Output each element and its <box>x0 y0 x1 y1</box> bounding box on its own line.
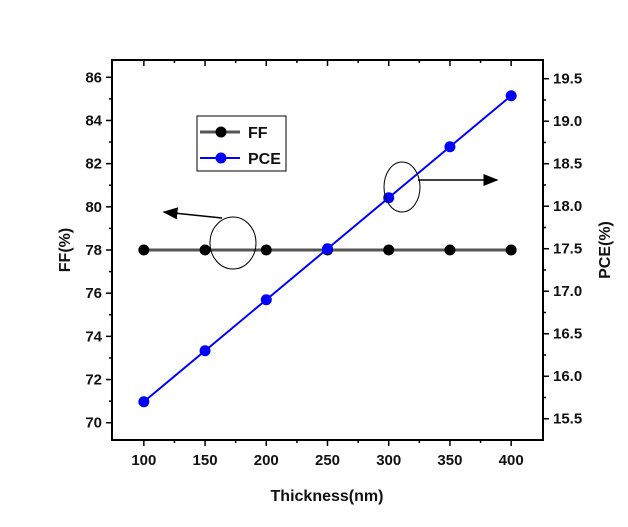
point-pce <box>505 90 517 102</box>
point-ff <box>505 244 517 256</box>
legend-box <box>196 115 287 172</box>
point-pce <box>322 243 333 255</box>
annotation-pce <box>383 161 499 213</box>
y-right-tick-label: 18.0 <box>553 198 582 215</box>
x-tick-label: 250 <box>315 452 340 469</box>
ff-ellipse <box>209 216 257 270</box>
y-right-tick-label: 19.0 <box>553 113 582 130</box>
point-pce <box>383 192 395 204</box>
y-left-tick-label: 86 <box>85 69 102 86</box>
legend-marker-ff <box>215 126 227 138</box>
legend-label-ff: FF <box>248 125 268 142</box>
point-pce <box>199 345 211 357</box>
y-right-tick-label: 15.5 <box>553 411 582 428</box>
y-right-axis-label: PCE(%) <box>597 221 614 279</box>
y-left-tick-label: 74 <box>85 328 102 345</box>
y-left-tick-label: 80 <box>85 199 102 216</box>
y-left-tick-label: 84 <box>85 112 102 129</box>
y-left-tick-label: 82 <box>85 156 102 173</box>
legend: FF PCE <box>196 115 287 172</box>
x-axis-label: Thickness(nm) <box>271 488 384 505</box>
point-pce <box>138 396 150 408</box>
legend-marker-pce <box>215 152 227 164</box>
annotation-ff <box>162 207 257 270</box>
y-right-tick-label: 16.5 <box>553 326 582 343</box>
point-ff <box>260 244 272 256</box>
point-ff <box>444 244 456 256</box>
point-ff <box>199 244 211 256</box>
legend-label-pce: PCE <box>248 151 281 168</box>
y-left-tick-label: 70 <box>85 415 102 432</box>
y-left-axis-label: FF(%) <box>57 228 74 272</box>
x-tick-label: 400 <box>499 452 524 469</box>
y-left-tick-label: 76 <box>85 285 102 302</box>
y-right-tick-label: 19.5 <box>553 71 582 88</box>
x-tick-label: 350 <box>437 452 462 469</box>
ff-arrow-left-icon <box>162 207 223 220</box>
y-left-tick-label: 78 <box>85 242 102 259</box>
x-tick-label: 150 <box>193 452 218 469</box>
y-right-tick-label: 16.0 <box>553 368 582 385</box>
x-tick-label: 300 <box>376 452 401 469</box>
point-pce <box>260 294 272 306</box>
point-ff <box>138 244 150 256</box>
y-left-tick-label: 72 <box>85 372 102 389</box>
point-ff <box>383 244 395 256</box>
y-right-tick-label: 18.5 <box>553 156 582 173</box>
y-right-tick-label: 17.5 <box>553 241 582 258</box>
x-tick-label: 100 <box>131 452 156 469</box>
point-pce <box>444 141 456 153</box>
x-tick-label: 200 <box>254 452 279 469</box>
pce-ellipse <box>383 161 421 213</box>
y-right-tick-label: 17.0 <box>553 283 582 300</box>
